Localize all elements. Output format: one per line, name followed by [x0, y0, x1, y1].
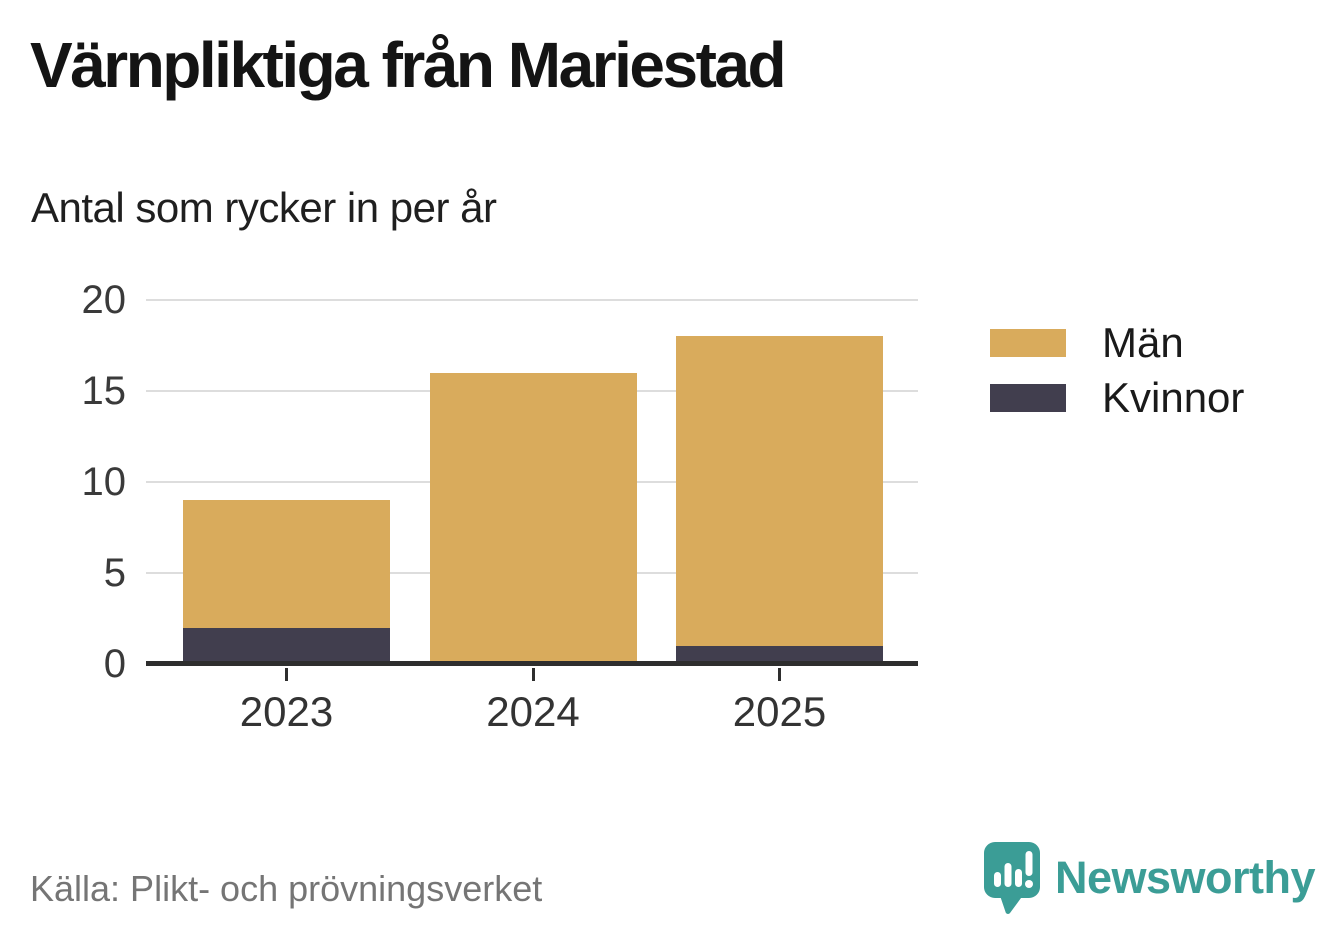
bar-2024-män: [429, 372, 637, 664]
x-tick-2023: [285, 668, 288, 681]
bar-2025-män: [676, 336, 883, 646]
newsworthy-logo: Newsworthy: [983, 841, 1316, 915]
y-tick-label-20: 20: [81, 278, 127, 322]
plot-area: 2023 2024 2025: [146, 299, 918, 734]
newsworthy-speech-bubble-icon: [984, 842, 1040, 915]
legend-swatch-män: [990, 329, 1066, 357]
y-tick-label-5: 5: [103, 551, 126, 595]
legend-swatch-kvinnor: [990, 384, 1066, 412]
y-tick-label-10: 10: [81, 460, 127, 504]
x-tick-2024: [531, 668, 535, 681]
x-axis-line: [146, 661, 918, 666]
legend-label-män: Män: [1102, 319, 1184, 366]
x-tick-2025: [778, 668, 781, 681]
x-label-2023: 2023: [239, 688, 334, 735]
y-axis-labels: 0 5 10 15 20: [30, 279, 127, 685]
legend-label-kvinnor: Kvinnor: [1102, 374, 1245, 421]
legend: Män Kvinnor: [990, 320, 1244, 430]
x-label-2025: 2025: [732, 688, 827, 735]
chart-title: Värnpliktiga från Mariestad: [30, 29, 787, 101]
newsworthy-wordmark: Newsworthy: [1055, 852, 1316, 903]
legend-item-kvinnor: Kvinnor: [990, 375, 1244, 421]
legend-item-män: Män: [990, 320, 1244, 366]
y-tick-label-15: 15: [81, 369, 127, 413]
bar-2025-kvinnor: [676, 645, 883, 664]
chart-subtitle: Antal som rycker in per år: [31, 184, 497, 231]
source-text: Källa: Plikt- och prövningsverket: [30, 868, 543, 909]
gridline-y-20: [146, 299, 918, 301]
bar-2023-kvinnor: [183, 627, 390, 664]
x-label-2024: 2024: [486, 688, 580, 735]
y-tick-label-0: 0: [103, 642, 126, 686]
bar-2023-män: [183, 500, 390, 628]
